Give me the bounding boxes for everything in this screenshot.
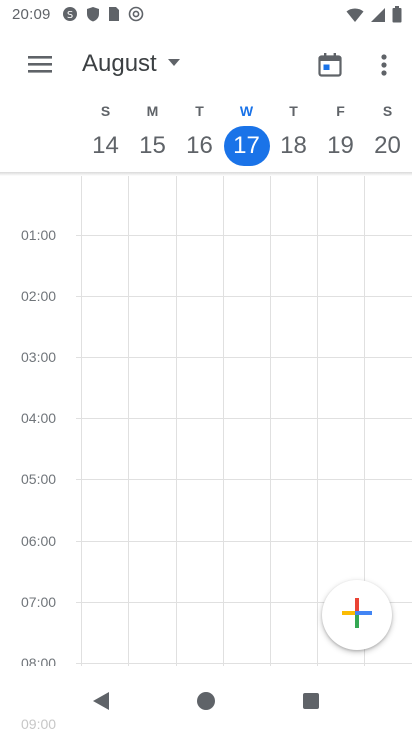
grid-hour-line [76,541,412,542]
grid-hour-line [76,235,412,236]
day-column-header[interactable]: S 14 [82,100,129,172]
grid-hour-line [76,602,412,603]
hour-label: 03:00 [21,349,57,365]
day-column-header[interactable]: S 20 [364,100,411,172]
signal-icon [370,7,386,28]
grid-vertical-line [364,176,365,666]
grid-vertical-line [270,176,271,666]
weekday-letter: M [146,103,159,119]
hour-label-partial: 09:00 [21,716,57,732]
weekday-letter: T [195,103,204,119]
hour-label: 04:00 [21,410,57,426]
home-button[interactable] [191,688,221,718]
weekday-letter: W [239,103,254,119]
svg-text:S: S [67,10,73,21]
grid-vertical-line [176,176,177,666]
weekday-letter: S [100,103,111,119]
status-bar: 20:09 S [0,0,412,32]
day-number: 18 [280,132,307,159]
back-button[interactable] [86,688,116,718]
month-label: August [82,50,157,77]
more-options-button[interactable] [372,50,396,84]
month-selector[interactable]: August [82,50,181,78]
battery-icon [392,6,402,28]
hour-label: 05:00 [21,471,57,487]
grid-hour-line [76,296,412,297]
header-shadow [0,172,412,176]
day-column-header[interactable]: F 19 [317,100,364,172]
at-sign-icon [128,6,144,27]
app-bar: August [0,32,412,100]
hour-label: 01:00 [21,227,57,243]
dropdown-arrow-icon [167,55,181,73]
shield-icon [86,6,100,27]
status-time: 20:09 [12,6,51,23]
day-column-header-selected[interactable]: W 17 [223,100,270,172]
wifi-icon [346,7,364,28]
recents-button[interactable] [296,688,326,718]
calendar-today-icon [317,52,343,83]
hour-label: 02:00 [21,288,57,304]
hour-label: 06:00 [21,533,57,549]
week-time-grid[interactable]: 01:00 02:00 03:00 04:00 05:00 06:00 07:0… [0,176,412,666]
week-header: S 14 M 15 T 16 W 17 T 18 F 19 S 20 [82,100,412,172]
hour-label: 08:00 [21,655,57,666]
weekday-letter: F [336,103,345,119]
weekday-letter: T [289,103,298,119]
day-column-header[interactable]: T 16 [176,100,223,172]
weekday-letter: S [382,103,393,119]
grid-hour-line [76,418,412,419]
more-vert-icon [381,53,387,82]
create-event-fab[interactable] [322,580,392,650]
day-number: 16 [186,132,213,159]
home-circle-icon [196,691,216,716]
day-number: 14 [92,132,119,159]
back-triangle-icon [91,690,111,717]
grid-hour-line [76,357,412,358]
grid-vertical-line [223,176,224,666]
navigation-bar: 09:00 [0,666,412,732]
sim-icon [108,6,120,27]
today-button[interactable] [313,50,347,84]
grid-hour-line [76,663,412,664]
system-icons [346,6,402,28]
menu-button[interactable] [20,50,60,82]
grid-vertical-line [317,176,318,666]
notification-icons: S [62,6,144,27]
hamburger-menu-icon [27,54,53,79]
grid-vertical-line [81,176,82,666]
day-number: 15 [139,132,166,159]
skype-icon: S [62,6,78,27]
day-number-selected: 17 [223,126,270,166]
add-icon [340,596,374,635]
day-number: 19 [327,132,354,159]
day-column-header[interactable]: M 15 [129,100,176,172]
day-column-header[interactable]: T 18 [270,100,317,172]
recents-square-icon [302,692,320,715]
day-number: 20 [374,132,401,159]
hour-label: 07:00 [21,594,57,610]
grid-hour-line [76,479,412,480]
grid-vertical-line [128,176,129,666]
